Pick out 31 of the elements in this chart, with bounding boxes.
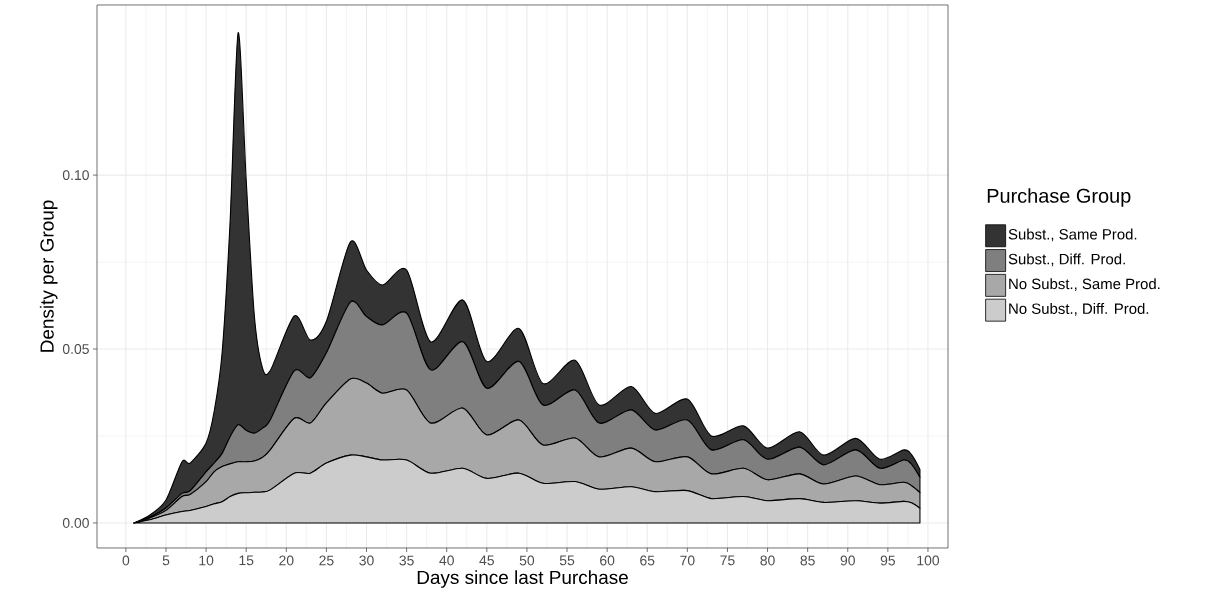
x-tick-label: 70 [680,555,695,566]
x-tick-label: 45 [479,555,494,566]
y-axis-title: Density per Group [39,200,58,352]
y-tick-label: 0.10 [62,170,89,181]
x-tick-label: 65 [640,555,655,566]
legend-label: No Subst., Diff. Prod. [1009,303,1149,316]
x-tick-label: 35 [399,555,414,566]
x-tick-label: 80 [760,555,775,566]
legend-label: Subst., Same Prod. [1008,228,1137,242]
x-tick-label: 10 [199,555,214,566]
x-tick-label: 85 [800,555,815,566]
x-tick-label: 5 [162,555,170,566]
x-tick-label: 90 [840,555,855,566]
x-tick-label: 55 [559,555,575,566]
x-tick-label: 50 [519,555,535,566]
legend-label: Subst., Diff. Prod. [1008,253,1125,267]
x-tick-label: 40 [439,555,454,566]
legend-label: No Subst., Same Prod. [1009,278,1160,291]
x-tick-label: 95 [880,555,896,566]
x-tick-label: 15 [239,555,254,566]
y-tick-label: 0.00 [62,517,89,528]
x-tick-label: 75 [720,555,735,566]
x-axis-title: Days since last Purchase [417,570,628,588]
legend-title: Purchase Group [987,188,1131,207]
x-tick-label: 0 [122,555,130,566]
y-tick-label: 0.05 [62,344,89,354]
x-tick-label: 30 [359,555,374,566]
x-tick-label: 20 [279,555,294,566]
x-tick-label: 100 [917,555,940,566]
x-tick-label: 25 [319,555,334,566]
x-tick-label: 60 [600,555,615,566]
